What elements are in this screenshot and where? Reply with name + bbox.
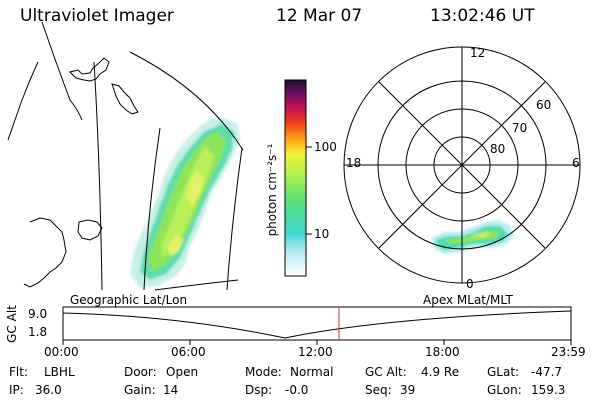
mode-label: Mode: bbox=[245, 365, 282, 379]
lat-label-60: 60 bbox=[536, 98, 552, 112]
geographic-map bbox=[7, 21, 244, 291]
geographic-panel-label: Geographic Lat/Lon bbox=[70, 293, 188, 307]
x-tick-0000: 00:00 bbox=[44, 345, 79, 359]
y-tick-1-8: 1.8 bbox=[28, 325, 48, 339]
filter-label: Flt: bbox=[9, 365, 28, 379]
ip-label: IP: bbox=[9, 383, 24, 397]
x-tick-1800: 18:00 bbox=[425, 345, 460, 359]
polar-plot bbox=[343, 46, 581, 284]
apex-panel-label: Apex MLat/MLT bbox=[423, 293, 513, 307]
gc-alt-label: GC Alt: bbox=[365, 365, 407, 379]
filter-value: LBHL bbox=[44, 365, 75, 379]
timeline-ticks bbox=[62, 340, 572, 345]
timeline-axis-label: GC Alt bbox=[5, 305, 19, 343]
instrument-title: Ultraviolet Imager bbox=[20, 6, 174, 26]
x-tick-0600: 06:00 bbox=[171, 345, 206, 359]
seq-label: Seq: bbox=[365, 383, 392, 397]
colorbar-tick-100: 100 bbox=[314, 140, 337, 154]
lat-lon-grid bbox=[41, 21, 244, 291]
mode-value: Normal bbox=[290, 365, 334, 379]
time-label: 13:02:46 UT bbox=[430, 6, 535, 26]
x-tick-1200: 12:00 bbox=[298, 345, 333, 359]
colorbar-tick-10: 10 bbox=[314, 227, 330, 241]
seq-value: 39 bbox=[400, 383, 416, 397]
mlt-label-12: 12 bbox=[470, 46, 486, 60]
aurora-polar bbox=[432, 220, 514, 254]
color-scale bbox=[284, 79, 312, 277]
door-label: Door: bbox=[124, 365, 157, 379]
mlt-label-0: 0 bbox=[466, 277, 474, 291]
coastline bbox=[7, 57, 139, 288]
glon-label: GLon: bbox=[487, 383, 522, 397]
ip-value: 36.0 bbox=[35, 383, 62, 397]
gain-value: 14 bbox=[163, 383, 179, 397]
glat-value: -47.7 bbox=[531, 365, 563, 379]
lat-label-80: 80 bbox=[490, 142, 506, 156]
glat-label: GLat: bbox=[487, 365, 520, 379]
dsp-label: Dsp: bbox=[245, 383, 273, 397]
gc-alt-value: 4.9 Re bbox=[421, 365, 460, 379]
x-tick-2359: 23:59 bbox=[551, 345, 586, 359]
gain-label: Gain: bbox=[124, 383, 156, 397]
colorbar-unit-label: photon cm⁻²s⁻¹ bbox=[265, 143, 279, 237]
glon-value: 159.3 bbox=[531, 383, 566, 397]
door-value: Open bbox=[166, 365, 199, 379]
dsp-value: -0.0 bbox=[285, 383, 309, 397]
mlt-label-6: 6 bbox=[572, 156, 580, 170]
y-tick-9: 9.0 bbox=[28, 307, 48, 321]
timeline-plot bbox=[62, 306, 572, 345]
lat-label-70: 70 bbox=[512, 121, 528, 135]
date-label: 12 Mar 07 bbox=[276, 6, 363, 26]
aurora-geographic bbox=[130, 118, 240, 288]
mlt-label-18: 18 bbox=[346, 156, 362, 170]
